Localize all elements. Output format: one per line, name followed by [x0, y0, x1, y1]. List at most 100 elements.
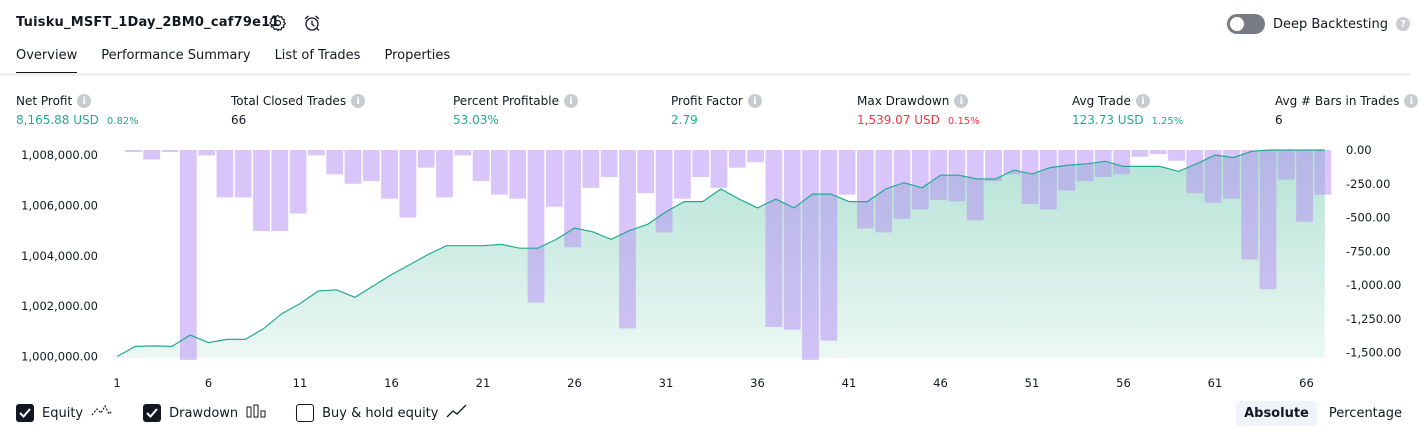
drawdown-bar — [692, 150, 710, 177]
buy-hold-line-icon — [446, 404, 468, 422]
deep-backtesting-label: Deep Backtesting — [1272, 16, 1388, 32]
drawdown-bars-icon — [246, 404, 266, 422]
drawdown-bar — [1277, 150, 1295, 180]
equity-drawdown-chart[interactable]: 1,008,000.00 1,006,000.00 1,004,000.00 1,00… — [0, 140, 1424, 395]
drawdown-bar — [381, 150, 398, 199]
metric-net-profit: Net Profit i 8,165.88 USD 0.82% — [16, 94, 139, 127]
drawdown-bar — [710, 150, 728, 188]
drawdown-bar — [1058, 150, 1076, 191]
metric-value: 8,165.88 USD — [16, 113, 99, 127]
tab-bar: Overview Performance Summary List of Tra… — [16, 48, 450, 75]
drawdown-bar — [179, 150, 197, 360]
help-icon[interactable]: ? — [1396, 17, 1410, 31]
x-axis-tick-label: 26 — [567, 376, 582, 390]
drawdown-bar — [765, 150, 783, 327]
deep-backtesting: Deep Backtesting ? — [1226, 14, 1410, 34]
deep-backtesting-toggle[interactable] — [1226, 14, 1265, 34]
metric-value: 66 — [231, 113, 247, 127]
tab-divider — [0, 73, 1410, 76]
drawdown-bar — [985, 150, 1002, 182]
drawdown-bar — [911, 150, 929, 210]
metric-value: 1,539.07 USD — [857, 113, 940, 127]
drawdown-bar — [1021, 150, 1039, 205]
metric-value: 2.79 — [671, 113, 698, 127]
drawdown-bar — [125, 150, 142, 152]
right-axis-tick-label: -250.00 — [1346, 177, 1390, 191]
metric-percent-profitable: Percent Profitable i 53.03% — [453, 94, 578, 127]
drawdown-bar — [637, 150, 655, 194]
x-axis-tick-label: 1 — [113, 376, 120, 390]
tab-performance-summary[interactable]: Performance Summary — [101, 48, 251, 63]
info-icon[interactable]: i — [954, 94, 969, 108]
alarm-clock-icon[interactable] — [302, 13, 322, 33]
x-axis-tick-label: 6 — [205, 376, 212, 390]
right-axis-tick-label: 0.00 — [1346, 143, 1372, 157]
legend-label: Drawdown — [169, 405, 239, 421]
drawdown-bar — [1259, 150, 1277, 290]
metric-value: 6 — [1275, 113, 1283, 127]
legend-drawdown[interactable]: Drawdown — [143, 404, 266, 422]
metric-value: 53.03% — [453, 113, 499, 127]
metric-label: Max Drawdown — [857, 94, 950, 108]
gear-icon[interactable] — [268, 13, 288, 33]
drawdown-bar — [1094, 150, 1112, 177]
absolute-button[interactable]: Absolute — [1236, 401, 1317, 426]
x-axis-tick-label: 31 — [659, 376, 674, 390]
metric-percent: 0.15% — [947, 116, 980, 127]
drawdown-bar — [1131, 150, 1149, 157]
legend-equity[interactable]: Equity — [16, 404, 113, 422]
metric-avg-trade: Avg Trade i 123.73 USD 1.25% — [1072, 94, 1183, 127]
drawdown-bar — [1204, 150, 1222, 203]
info-icon[interactable]: i — [351, 94, 366, 108]
equity-line — [116, 149, 1325, 358]
drawdown-bar — [289, 150, 307, 214]
right-axis-tick-label: -1,500.00 — [1346, 346, 1401, 360]
right-axis-tick-label: -1,000.00 — [1346, 278, 1401, 292]
drawdown-bar — [234, 150, 252, 198]
drawdown-bar — [1149, 150, 1167, 155]
left-axis-tick-label: 1,008,000.00 — [21, 148, 98, 162]
left-axis-tick-label: 1,000,000.00 — [21, 350, 98, 364]
metric-label: Profit Factor — [671, 94, 743, 108]
metric-max-drawdown: Max Drawdown i 1,539.07 USD 0.15% — [857, 94, 980, 127]
percentage-button[interactable]: Percentage — [1328, 406, 1402, 421]
checkbox-checked[interactable] — [143, 404, 162, 422]
checkbox-unchecked[interactable] — [296, 404, 315, 422]
drawdown-bar — [564, 150, 581, 248]
x-axis-tick-label: 11 — [293, 376, 308, 390]
drawdown-bar — [161, 150, 179, 152]
metric-profit-factor: Profit Factor i 2.79 — [671, 94, 762, 127]
drawdown-bar — [600, 150, 618, 177]
metric-label: Percent Profitable — [453, 94, 559, 108]
info-icon[interactable]: i — [563, 94, 578, 108]
drawdown-bar — [1314, 150, 1332, 195]
metric-value: 123.73 USD — [1072, 113, 1144, 127]
drawdown-bar — [326, 150, 344, 175]
metric-avg-bars-in-trades: Avg # Bars in Trades i 6 — [1275, 94, 1419, 127]
legend-buy-hold-equity[interactable]: Buy & hold equity — [296, 404, 468, 422]
drawdown-bar — [399, 150, 417, 218]
info-icon[interactable]: i — [1404, 94, 1419, 108]
drawdown-bar — [1076, 150, 1094, 182]
info-icon[interactable]: i — [747, 94, 762, 108]
metric-label: Avg Trade — [1072, 94, 1131, 108]
checkbox-checked[interactable] — [16, 404, 34, 422]
drawdown-bar — [1168, 150, 1185, 161]
x-axis-tick-label: 51 — [1025, 376, 1040, 390]
tab-list-of-trades[interactable]: List of Trades — [274, 48, 361, 63]
right-axis-tick-label: -1,250.00 — [1346, 312, 1401, 326]
strategy-title: Tuisku_MSFT_1Day_2BM0_caf79e11 — [16, 15, 280, 30]
tab-overview[interactable]: Overview — [16, 48, 78, 75]
tab-properties[interactable]: Properties — [384, 48, 451, 63]
drawdown-bar — [454, 150, 472, 156]
drawdown-bar — [966, 150, 984, 221]
drawdown-bar — [802, 150, 819, 360]
drawdown-bar — [747, 150, 764, 163]
drawdown-bar — [308, 150, 325, 156]
drawdown-bar — [436, 150, 453, 198]
x-axis-tick-label: 56 — [1116, 376, 1131, 390]
x-axis-tick-label: 36 — [750, 376, 765, 390]
info-icon[interactable]: i — [77, 94, 92, 108]
drawdown-bar — [362, 150, 380, 182]
info-icon[interactable]: i — [1135, 94, 1150, 108]
